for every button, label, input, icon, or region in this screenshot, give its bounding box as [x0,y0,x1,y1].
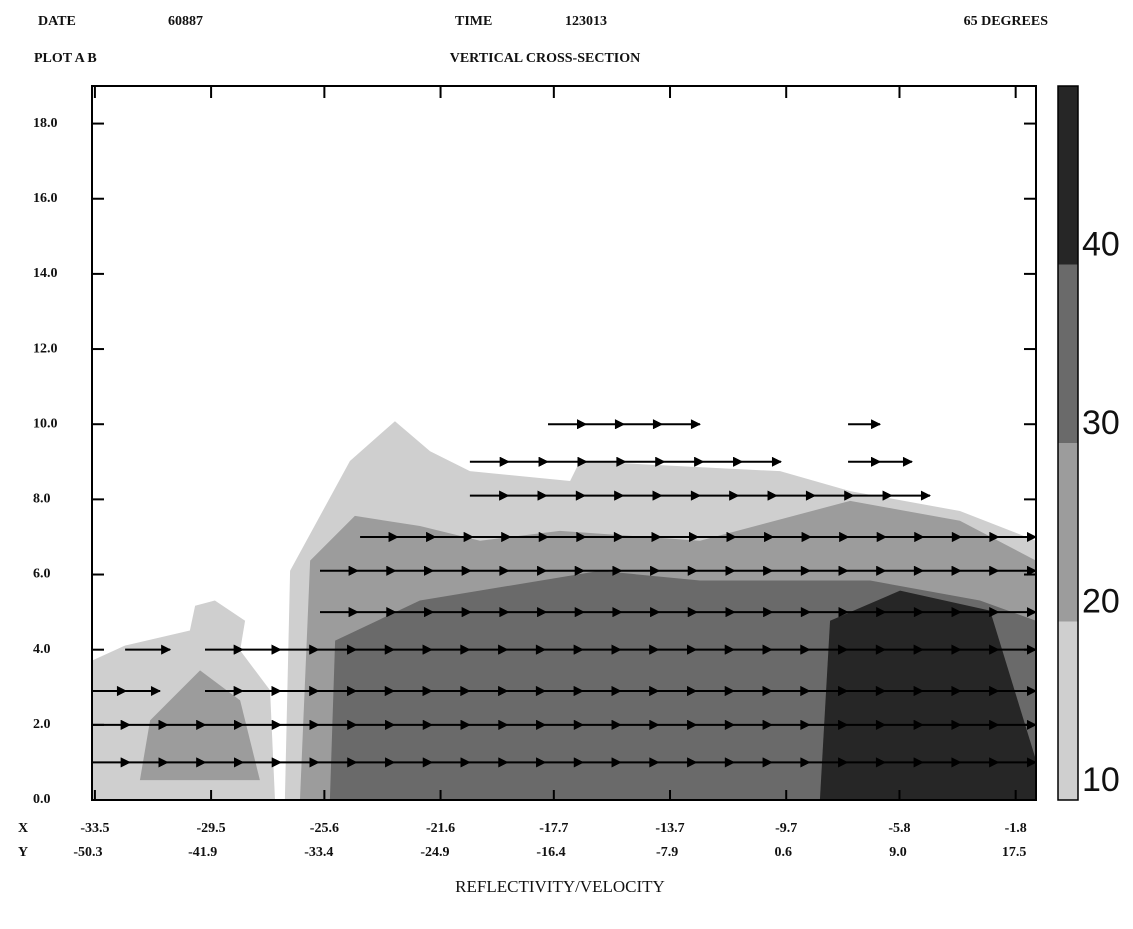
y-tick-label: 0.0 [33,792,51,807]
x2-tick-label: 17.5 [1002,845,1027,860]
x2-tick-label: -16.4 [536,845,565,860]
x-row-label: X [18,821,28,836]
x-tick-label: -29.5 [197,821,226,836]
plot-area [92,421,1036,800]
y-tick-label: 18.0 [33,116,58,131]
y-row-label: Y [18,845,28,860]
colorbar-band [1058,86,1078,265]
colorbar-label: 40 [1082,226,1120,264]
x2-tick-label: -7.9 [656,845,678,860]
colorbar-label: 30 [1082,404,1120,442]
x-tick-label: -9.7 [775,821,797,836]
y-tick-label: 4.0 [33,642,51,657]
y-tick-label: 16.0 [33,191,58,206]
date: 60887 [168,14,203,29]
x2-tick-label: 9.0 [889,845,907,860]
colorbar-band [1058,443,1078,622]
y-tick-label: 8.0 [33,492,51,507]
x-axis-title: REFLECTIVITY/VELOCITY [455,877,665,896]
colorbar-frame [1057,85,1079,801]
x2-tick-label: -33.4 [304,845,333,860]
time: 123013 [565,14,607,29]
colorbar-label: 10 [1082,761,1120,799]
angle: 65 DEGREES [964,14,1049,29]
y-tick-label: 14.0 [33,266,58,281]
colorbar-label: 20 [1082,583,1120,621]
colorbar-band [1058,621,1078,800]
plot-frame [91,85,1037,801]
y-tick-label: 12.0 [33,341,58,356]
x2-tick-label: -24.9 [420,845,449,860]
x-tick-label: -25.6 [310,821,339,836]
x-tick-label: -5.8 [888,821,910,836]
plot-label: PLOT A B [34,51,97,66]
x-tick-label: -1.8 [1005,821,1027,836]
date-label: DATE [38,14,76,29]
y-tick-label: 10.0 [33,416,58,431]
x-tick-label: -33.5 [80,821,109,836]
chart-title: VERTICAL CROSS-SECTION [450,51,641,66]
x-tick-label: -21.6 [426,821,455,836]
x-tick-label: -17.7 [539,821,568,836]
x2-tick-label: -41.9 [188,845,217,860]
time-label: TIME [455,14,492,29]
x2-tick-label: -50.3 [73,845,102,860]
y-tick-label: 2.0 [33,717,51,732]
colorbar-band [1058,264,1078,443]
x-tick-label: -13.7 [655,821,684,836]
x2-tick-label: 0.6 [775,845,793,860]
y-tick-label: 6.0 [33,567,51,582]
